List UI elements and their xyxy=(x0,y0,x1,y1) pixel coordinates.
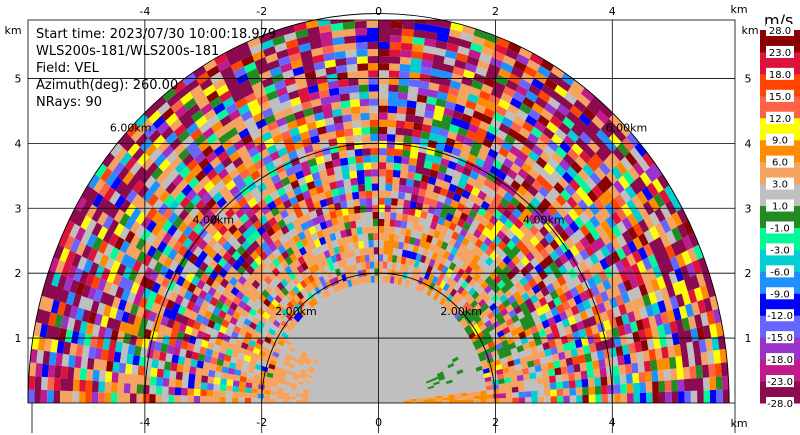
colorbar-label: -28.0 xyxy=(767,399,793,410)
y-tick-label-left: 2 xyxy=(15,267,22,280)
azimuth-text: Azimuth(deg): 260.00 xyxy=(36,78,178,93)
y-unit-label-right: km xyxy=(741,24,758,37)
range-ring-label: 6.00km xyxy=(110,122,152,135)
x-tick-label-bottom: 2 xyxy=(492,416,499,429)
colorbar-label-bg xyxy=(766,331,794,344)
colorbar-label: 9.0 xyxy=(772,136,788,147)
colorbar-label: -6.0 xyxy=(770,267,790,278)
colorbar-label-bg xyxy=(766,111,794,124)
velocity-field xyxy=(28,20,730,403)
colorbar-label-bg xyxy=(766,353,794,366)
x-tick-label-bottom: 4 xyxy=(609,416,616,429)
colorbar-label: 23.0 xyxy=(769,48,791,59)
velocity-cells xyxy=(54,20,723,396)
x-tick-label-top: 2 xyxy=(492,5,499,18)
x-tick-label-top: -4 xyxy=(139,5,150,18)
y-tick-label-right: 4 xyxy=(745,137,752,150)
range-ring-label: 2.00km xyxy=(440,305,482,318)
colorbar-label: -15.0 xyxy=(767,333,793,344)
colorbar-label: 1.0 xyxy=(772,202,788,213)
colorbar-label: 3.0 xyxy=(772,180,788,191)
instrument-text: WLS200s-181/WLS200s-181 xyxy=(36,44,219,59)
x-tick-label-top: 4 xyxy=(609,5,616,18)
colorbar-label-bg xyxy=(766,67,794,80)
y-tick-label-left: 5 xyxy=(15,72,22,85)
colorbar-label-bg xyxy=(766,309,794,322)
colorbar-label: 28.0 xyxy=(769,26,791,37)
range-ring xyxy=(144,142,613,404)
colorbar-label-bg xyxy=(766,375,794,388)
colorbar-label-bg xyxy=(766,24,794,36)
x-tick-label-top: 0 xyxy=(375,5,382,18)
velocity-cells xyxy=(28,20,719,403)
x-unit-label-bottom: km xyxy=(730,417,747,430)
y-tick-label-right: 5 xyxy=(745,72,752,85)
plot-frame xyxy=(27,19,736,404)
y-unit-label-left: km xyxy=(4,24,21,37)
x-tick-label-bottom: -4 xyxy=(139,416,150,429)
range-ring-label: 2.00km xyxy=(275,305,317,318)
colorbar-label: -18.0 xyxy=(767,355,793,366)
colorbar-label-bg xyxy=(766,89,794,102)
x-unit-label-top: km xyxy=(730,3,747,16)
range-ring-label: 4.00km xyxy=(523,213,565,226)
colorbar: m/s -28.0-23.0-18.0-15.0-12.0-9.0-6.0-3.… xyxy=(760,11,800,410)
colorbar-label: 15.0 xyxy=(769,92,791,103)
colorbar-label-bg xyxy=(766,221,794,234)
velocity-cells xyxy=(34,20,730,403)
start-time-text: Start time: 2023/07/30 10:00:18.979 xyxy=(36,27,276,42)
colorbar-label-bg xyxy=(766,133,794,146)
colorbar-label: 6.0 xyxy=(772,158,788,169)
colorbar-label: -3.0 xyxy=(770,245,790,256)
colorbar-label: 18.0 xyxy=(769,70,791,81)
field-text: Field: VEL xyxy=(36,61,100,76)
colorbar-label-bg xyxy=(766,45,794,58)
x-tick-label-bottom: -2 xyxy=(256,416,267,429)
scan-info: Start time: 2023/07/30 10:00:18.979 WLS2… xyxy=(36,27,276,110)
range-ring-label: 4.00km xyxy=(193,213,235,226)
y-tick-label-left: 1 xyxy=(15,332,22,345)
colorbar-label: -9.0 xyxy=(770,289,790,300)
colorbar-label-bg xyxy=(766,397,794,409)
velocity-cells xyxy=(51,20,720,403)
range-ring-label: 6.00km xyxy=(606,122,648,135)
y-tick-label-left: 4 xyxy=(15,137,22,150)
y-tick-label-right: 3 xyxy=(745,202,752,215)
colorbar-label-bg xyxy=(766,287,794,300)
axes: -4 -4 -2 -2 0 0 2 2 4 4 km km 1 1 2 2 3 3 4 4 5 5 km km xyxy=(4,3,759,433)
velocity-cells xyxy=(31,22,721,403)
y-tick-label-left: 3 xyxy=(15,202,22,215)
velocity-cells xyxy=(36,31,715,403)
x-tick-label-bottom: 0 xyxy=(375,416,382,429)
colorbar-label-bg xyxy=(766,177,794,190)
x-tick-label-top: -2 xyxy=(256,5,267,18)
nrays-text: NRays: 90 xyxy=(36,95,102,110)
y-tick-label-right: 1 xyxy=(745,332,752,345)
colorbar-label-bg xyxy=(766,243,794,256)
colorbar-label: 12.0 xyxy=(769,114,791,125)
y-tick-label-right: 2 xyxy=(745,267,752,280)
velocity-cells xyxy=(64,22,710,403)
colorbar-label-bg xyxy=(766,199,794,212)
colorbar-label: -23.0 xyxy=(767,377,793,388)
colorbar-label: -12.0 xyxy=(767,311,793,322)
colorbar-label-bg xyxy=(766,265,794,278)
colorbar-label: -1.0 xyxy=(770,223,790,234)
colorbar-label-bg xyxy=(766,155,794,168)
velocity-cells xyxy=(37,20,728,403)
